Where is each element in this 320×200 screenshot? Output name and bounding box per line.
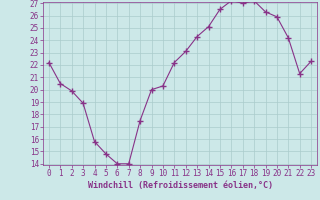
X-axis label: Windchill (Refroidissement éolien,°C): Windchill (Refroidissement éolien,°C) — [87, 181, 273, 190]
